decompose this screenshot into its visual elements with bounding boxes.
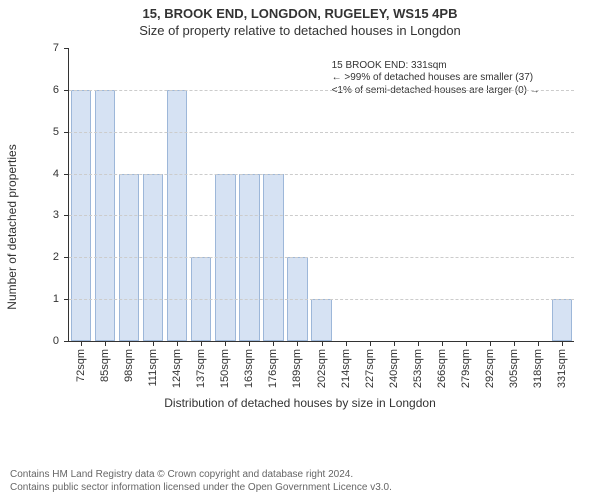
grid-line (69, 257, 574, 258)
x-tick-mark (177, 341, 178, 346)
x-tick-label: 202sqm (316, 349, 328, 388)
grid-line (69, 299, 574, 300)
x-tick-label: 150sqm (219, 349, 231, 388)
annotation: 15 BROOK END: 331sqm ← >99% of detached … (332, 60, 540, 98)
x-tick-mark (105, 341, 106, 346)
y-tick-label: 5 (53, 126, 59, 138)
y-axis-label: Number of detached properties (5, 144, 19, 309)
page-title: 15, BROOK END, LONGDON, RUGELEY, WS15 4P… (0, 0, 600, 21)
y-tick-mark (64, 341, 69, 342)
x-tick-mark (297, 341, 298, 346)
x-tick-mark (466, 341, 467, 346)
x-tick-label: 137sqm (195, 349, 207, 388)
y-tick-mark (64, 299, 69, 300)
y-tick-mark (64, 48, 69, 49)
x-axis-label: Distribution of detached houses by size … (20, 396, 580, 410)
x-tick-label: 240sqm (388, 349, 400, 388)
x-tick-mark (322, 341, 323, 346)
x-tick-label: 189sqm (291, 349, 303, 388)
x-tick-label: 111sqm (147, 349, 159, 387)
x-tick-mark (562, 341, 563, 346)
x-tick-label: 85sqm (99, 349, 111, 382)
bar (552, 299, 572, 341)
x-tick-mark (442, 341, 443, 346)
x-tick-label: 98sqm (123, 349, 135, 382)
bar (311, 299, 331, 341)
y-tick-mark (64, 257, 69, 258)
x-tick-label: 292sqm (484, 349, 496, 388)
x-tick-label: 163sqm (243, 349, 255, 388)
footer-line-1: Contains HM Land Registry data © Crown c… (10, 469, 392, 482)
x-tick-mark (490, 341, 491, 346)
x-tick-label: 176sqm (267, 349, 279, 388)
x-tick-label: 305sqm (508, 349, 520, 388)
x-tick-mark (346, 341, 347, 346)
annotation-line-2: ← >99% of detached houses are smaller (3… (332, 72, 540, 85)
footer: Contains HM Land Registry data © Crown c… (10, 469, 392, 494)
x-tick-mark (370, 341, 371, 346)
grid-line (69, 132, 574, 133)
grid-line (69, 90, 574, 91)
x-tick-label: 227sqm (364, 349, 376, 388)
x-tick-mark (201, 341, 202, 346)
y-tick-label: 3 (53, 209, 59, 221)
x-tick-label: 72sqm (75, 349, 87, 382)
y-tick-label: 7 (53, 42, 59, 54)
annotation-line-3: <1% of semi-detached houses are larger (… (332, 85, 540, 98)
x-tick-mark (225, 341, 226, 346)
y-tick-label: 2 (53, 251, 59, 263)
x-tick-mark (129, 341, 130, 346)
x-tick-mark (81, 341, 82, 346)
y-tick-mark (64, 215, 69, 216)
x-tick-label: 253sqm (412, 349, 424, 388)
x-tick-label: 266sqm (436, 349, 448, 388)
page-subtitle: Size of property relative to detached ho… (0, 21, 600, 38)
grid-line (69, 215, 574, 216)
x-tick-label: 124sqm (171, 349, 183, 388)
footer-line-2: Contains public sector information licen… (10, 482, 392, 495)
x-tick-label: 318sqm (532, 349, 544, 388)
x-tick-mark (538, 341, 539, 346)
x-tick-label: 331sqm (556, 349, 568, 388)
x-tick-mark (249, 341, 250, 346)
x-tick-mark (514, 341, 515, 346)
grid-line (69, 174, 574, 175)
x-tick-mark (418, 341, 419, 346)
x-tick-label: 214sqm (340, 349, 352, 388)
x-tick-mark (394, 341, 395, 346)
y-tick-label: 0 (53, 335, 59, 347)
y-tick-mark (64, 90, 69, 91)
chart-container: Number of detached properties 15 BROOK E… (20, 42, 580, 412)
y-tick-label: 1 (53, 293, 59, 305)
x-tick-mark (153, 341, 154, 346)
plot-area: 15 BROOK END: 331sqm ← >99% of detached … (68, 48, 574, 342)
x-tick-mark (273, 341, 274, 346)
y-tick-label: 4 (53, 168, 59, 180)
x-tick-label: 279sqm (460, 349, 472, 388)
annotation-line-1: 15 BROOK END: 331sqm (332, 60, 540, 73)
y-tick-mark (64, 174, 69, 175)
y-tick-label: 6 (53, 84, 59, 96)
y-tick-mark (64, 132, 69, 133)
